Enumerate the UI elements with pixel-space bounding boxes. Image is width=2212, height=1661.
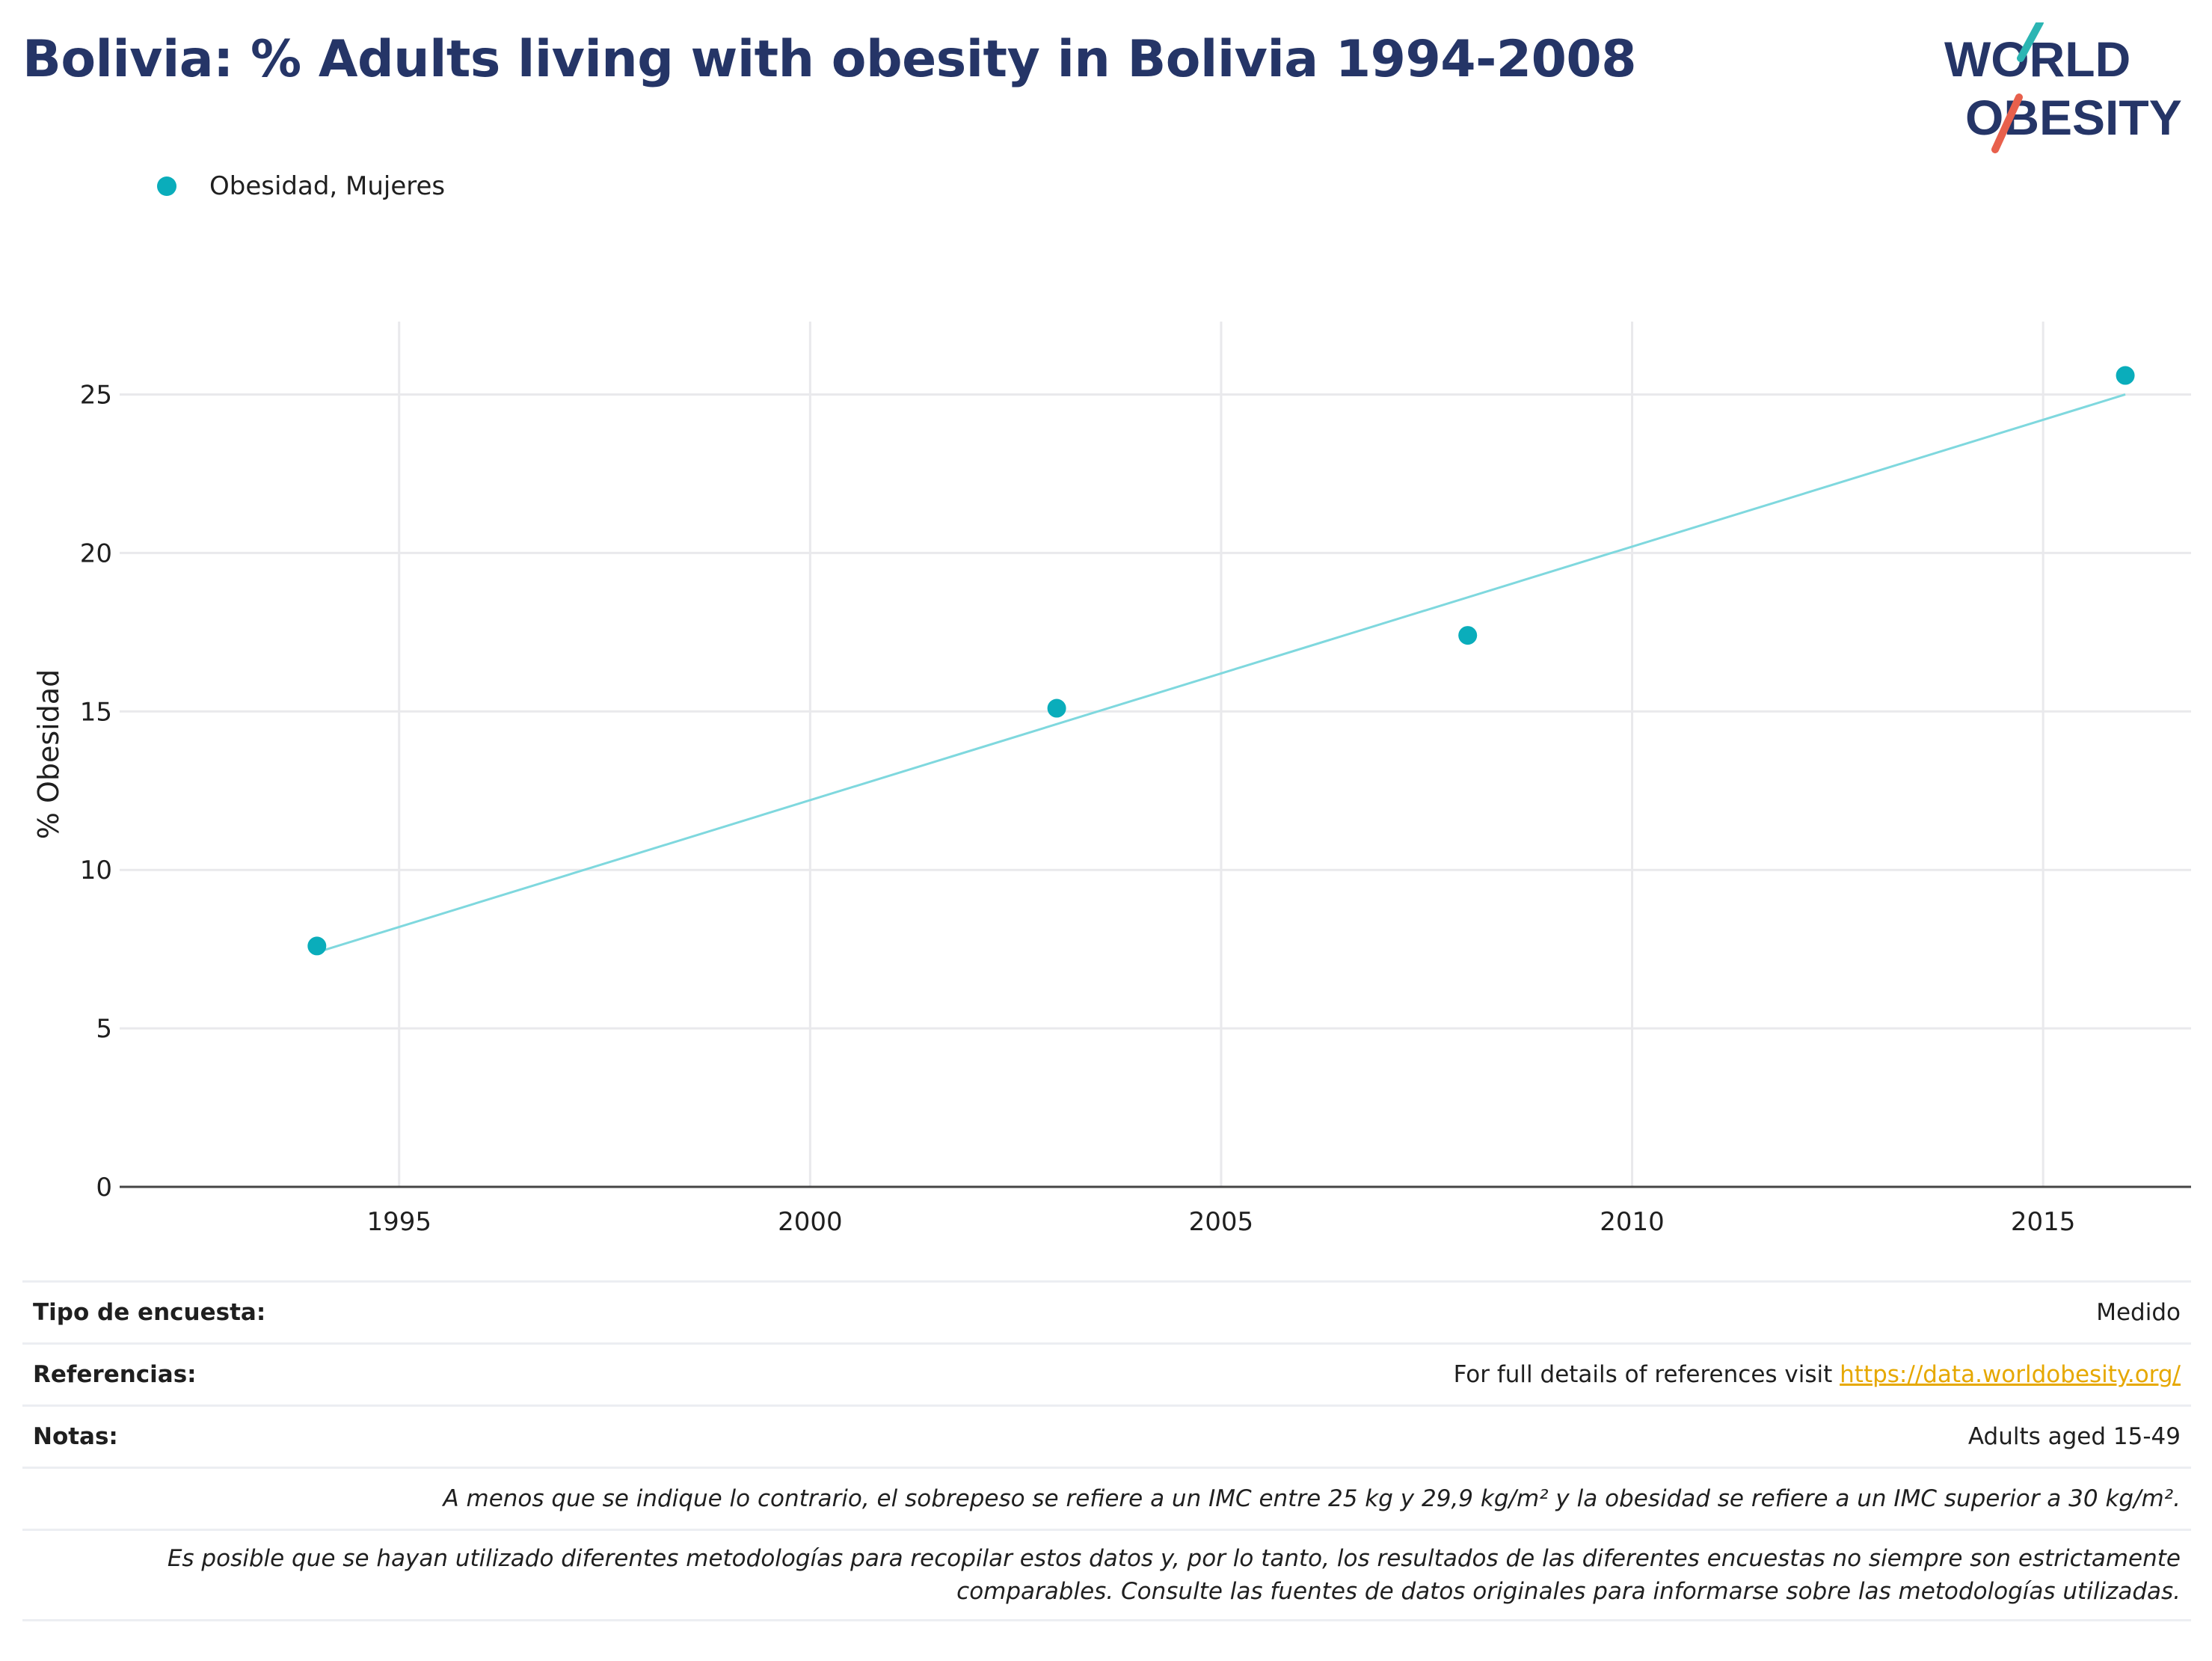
scatter-chart: 0 5 10 15 20 25 1995 2000 2005 2010 2015 % Obesidad bbox=[32, 322, 2191, 1237]
references-value: For full details of references visit htt… bbox=[1454, 1361, 2181, 1388]
world-obesity-logo: WORLD OBESITY bbox=[1944, 22, 2182, 153]
footer-row-note1: A menos que se indique lo contrario, el … bbox=[22, 1467, 2191, 1529]
logo-slash-red bbox=[1991, 93, 2023, 153]
logo-slash-teal bbox=[2017, 22, 2044, 62]
data-point bbox=[1458, 626, 1478, 645]
y-tick-label: 20 bbox=[80, 538, 112, 568]
notes-value: Adults aged 15-49 bbox=[1967, 1423, 2181, 1450]
x-tick-label: 2005 bbox=[1189, 1207, 1254, 1237]
note-methodology-line1: Es posible que se hayan utilizado difere… bbox=[167, 1545, 2181, 1572]
survey-type-key: Tipo de encuesta: bbox=[33, 1299, 266, 1326]
x-tick-label: 2015 bbox=[2011, 1207, 2076, 1237]
x-tick-label: 2010 bbox=[1600, 1207, 1665, 1237]
notes-key: Notas: bbox=[33, 1423, 118, 1450]
references-link[interactable]: https://data.worldobesity.org/ bbox=[1840, 1361, 2181, 1388]
footer-row-references: Referencias: For full details of referen… bbox=[22, 1342, 2191, 1404]
y-tick-label: 5 bbox=[96, 1014, 112, 1044]
logo-line1: WORLD bbox=[1944, 31, 2130, 87]
legend-label: Obesidad, Mujeres bbox=[209, 171, 446, 201]
chart-title: Bolivia: % Adults living with obesity in… bbox=[22, 30, 1637, 89]
y-axis-label: % Obesidad bbox=[32, 669, 65, 839]
trend-line bbox=[316, 393, 2126, 954]
note-methodology-line2: comparables. Consulte las fuentes de dat… bbox=[956, 1578, 2181, 1605]
footer-row-notes: Notas: Adults aged 15-49 bbox=[22, 1404, 2191, 1467]
x-tick-label: 1995 bbox=[366, 1207, 431, 1237]
data-point bbox=[2116, 366, 2135, 385]
note-bmi-definition: A menos que se indique lo contrario, el … bbox=[443, 1485, 2181, 1512]
y-tick-label: 0 bbox=[96, 1173, 112, 1203]
y-tick-label: 15 bbox=[80, 697, 112, 727]
x-tick-label: 2000 bbox=[778, 1207, 843, 1237]
survey-type-value: Medido bbox=[2096, 1299, 2181, 1326]
data-point bbox=[307, 936, 327, 956]
references-text: For full details of references visit bbox=[1453, 1361, 1840, 1388]
footer-row-survey-type: Tipo de encuesta: Medido bbox=[22, 1280, 2191, 1342]
chart-footer: Tipo de encuesta: Medido Referencias: Fo… bbox=[22, 1280, 2191, 1621]
chart-legend[interactable]: Obesidad, Mujeres bbox=[157, 171, 445, 202]
y-tick-label: 25 bbox=[80, 380, 112, 410]
note-methodology: Es posible que se hayan utilizado difere… bbox=[33, 1542, 2181, 1608]
footer-row-note2: Es posible que se hayan utilizado difere… bbox=[22, 1529, 2191, 1621]
y-tick-label: 10 bbox=[80, 856, 112, 885]
legend-marker-icon bbox=[157, 176, 176, 196]
data-point bbox=[1047, 699, 1066, 718]
references-key: Referencias: bbox=[33, 1361, 197, 1388]
